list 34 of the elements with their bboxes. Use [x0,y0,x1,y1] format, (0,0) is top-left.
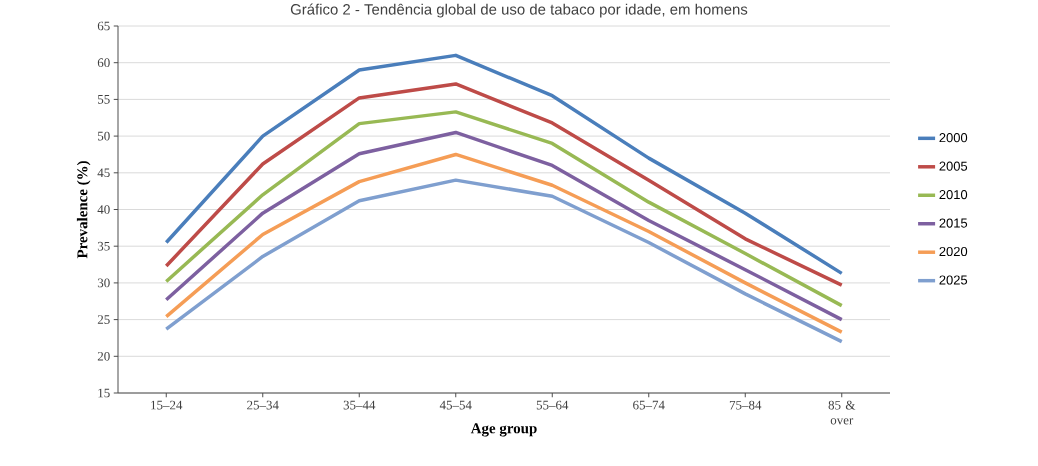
x-tick-label: 25–34 [247,400,279,410]
y-tick-label: 20 [97,351,110,361]
y-tick-label: 65 [97,21,110,31]
y-tick-label: 50 [98,131,110,141]
x-tick-label: 65–74 [633,400,665,410]
x-tick-label: 45–54 [439,400,472,410]
legend-label: 2000 [939,133,968,143]
x-axis-title: Age group [470,423,537,437]
legend-label: 2015 [939,218,968,228]
x-tick-label: 85 & over [828,400,856,425]
legend-label: 2025 [939,275,968,285]
x-tick-label: 55–64 [536,400,569,410]
line-series [164,130,844,322]
x-tick-label: 15–24 [151,400,183,410]
y-tick-label: 30 [97,278,110,288]
chart-title: Gráfico 2 - Tendência global de uso de tabaco por idade, em homens [290,3,748,18]
line-series [164,178,844,344]
line-series [164,82,844,287]
x-tick-label: 75–84 [729,400,762,410]
y-tick-label: 35 [97,241,110,251]
legend-label: 2010 [939,189,968,200]
y-tick-label: 25 [97,315,110,324]
y-axis-title: Prevalence (%) [76,161,91,259]
line-series [164,53,844,276]
y-tick-label: 55 [98,95,110,104]
y-tick-label: 40 [97,205,110,214]
x-tick-label: 35–44 [343,400,376,410]
y-tick-label: 15 [98,388,110,398]
y-tick-label: 45 [97,168,110,178]
legend-label: 2020 [939,246,968,257]
y-tick-label: 60 [97,58,110,68]
line-series [164,110,844,308]
legend-label: 2005 [939,161,968,171]
line-series [164,152,844,334]
